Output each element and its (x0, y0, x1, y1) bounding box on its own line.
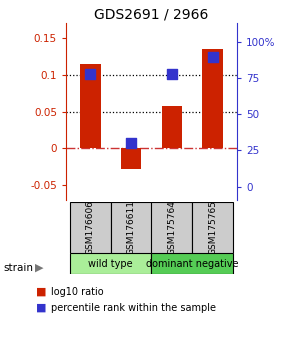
Point (210, 54, 215, 59)
Bar (192, 202, 233, 253)
Text: strain: strain (3, 263, 33, 273)
Text: GSM176611: GSM176611 (127, 200, 136, 255)
Bar (121, 148, 141, 169)
Text: GSM175765: GSM175765 (208, 200, 217, 255)
Text: GSM175764: GSM175764 (167, 200, 176, 255)
Bar (162, 105, 182, 148)
Bar (202, 49, 223, 148)
Bar (152, 253, 233, 274)
Bar (70, 202, 111, 253)
Text: wild type: wild type (88, 259, 133, 269)
Point (169, 71, 174, 77)
Point (88, 71, 93, 77)
Text: log10 ratio: log10 ratio (51, 287, 104, 297)
Text: ■: ■ (36, 303, 46, 313)
Point (129, 141, 134, 146)
Text: dominant negative: dominant negative (146, 259, 238, 269)
Text: ■: ■ (36, 287, 46, 297)
Bar (111, 202, 152, 253)
Title: GDS2691 / 2966: GDS2691 / 2966 (94, 8, 209, 22)
Text: ▶: ▶ (34, 263, 43, 273)
Bar (70, 253, 152, 274)
Bar (80, 64, 101, 148)
Text: percentile rank within the sample: percentile rank within the sample (51, 303, 216, 313)
Bar (152, 202, 192, 253)
Text: GSM176606: GSM176606 (86, 200, 95, 255)
